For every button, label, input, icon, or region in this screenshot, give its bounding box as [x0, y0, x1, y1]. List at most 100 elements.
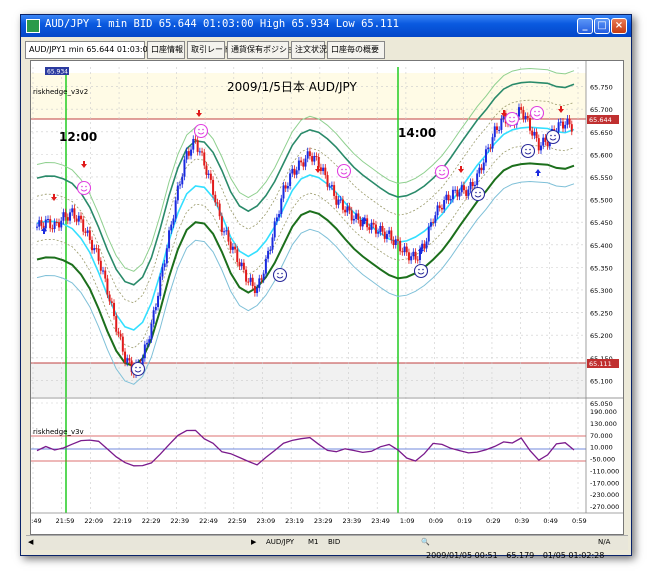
time-tick-label: 23:49 [371, 517, 390, 525]
candle-body [258, 278, 261, 289]
candle-body [429, 222, 432, 227]
tab-account-info[interactable]: 口座情報 [147, 41, 185, 59]
price-tick-label: 65.100 [590, 377, 613, 385]
candle-body [249, 277, 252, 282]
candle-body [183, 159, 186, 177]
candle-body [300, 160, 303, 163]
band-line [36, 180, 575, 385]
candle-body [53, 222, 56, 229]
signal-marks [41, 105, 564, 377]
price-chart[interactable]: 65.750 65.700 65.650 65.600 65.550 65.500 65.4… [27, 61, 623, 534]
candle-body [370, 222, 373, 230]
candle-body [205, 165, 208, 175]
candle-body [372, 222, 375, 225]
arrow-up-icon [535, 169, 541, 176]
candle-body [440, 207, 443, 210]
time-tick-label: 1:49 [31, 517, 42, 525]
maximize-button[interactable]: □ [594, 18, 610, 34]
bid-price-tag: 65.644 [589, 116, 612, 124]
candle-body [49, 218, 52, 229]
chart-heading: 2009/1/5日本 AUD/JPY [227, 80, 357, 94]
price-tick-label: 65.500 [590, 197, 613, 205]
tab-account-summary[interactable]: 口座毎の概要 [327, 41, 385, 59]
candle-body [75, 218, 78, 222]
candle-body [60, 220, 63, 228]
candle-body [328, 186, 331, 188]
candle-body [86, 230, 89, 233]
candle-body [418, 249, 421, 261]
candle-body [88, 230, 91, 241]
candle-body [223, 231, 226, 233]
smiley-icon [434, 164, 450, 180]
candle-body [253, 285, 256, 294]
session-label-1400: 14:00 [398, 126, 436, 140]
candle-body [269, 249, 272, 251]
candle-body [537, 138, 540, 151]
candle-body [113, 302, 116, 317]
arrow-down-icon [81, 161, 87, 168]
candle-body [546, 141, 549, 147]
tab-rates[interactable]: 取引レート [187, 41, 231, 59]
time-tick-label: 23:29 [314, 517, 333, 525]
candle-body [476, 173, 479, 185]
tab-orders[interactable]: 注文状況 [291, 41, 327, 59]
candle-body [110, 301, 113, 303]
minimize-button[interactable]: _ [577, 18, 593, 34]
time-tick-label: 0:49 [543, 517, 558, 525]
candle-body [324, 167, 327, 176]
chart-area[interactable]: 65.750 65.700 65.650 65.600 65.550 65.500 65.4… [27, 60, 624, 535]
candle-body [405, 246, 408, 253]
candle-body [95, 248, 98, 250]
candle-body [141, 358, 144, 367]
candle-body [326, 175, 329, 187]
arrow-down-icon [501, 110, 507, 117]
candle-body [454, 189, 457, 191]
candle-body [159, 276, 162, 296]
status-price: 65.179 [506, 551, 535, 560]
timeframe-select[interactable]: M1 [308, 538, 319, 546]
candle-body [374, 224, 377, 234]
candle-body [385, 233, 388, 239]
smiley-icon [76, 180, 92, 196]
candle-body [242, 262, 245, 270]
zoom-icon[interactable]: 🔍 [421, 538, 430, 546]
candle-body [542, 137, 545, 146]
candle-body [128, 358, 131, 361]
candle-body [392, 240, 395, 245]
symbol-select[interactable]: AUD/JPY [266, 538, 295, 546]
scroll-left-button[interactable]: ◀ [28, 538, 34, 546]
na-select[interactable]: N/A [598, 538, 611, 546]
candle-body [456, 189, 459, 197]
time-tick-label: 21:59 [56, 517, 75, 525]
candle-body [143, 344, 146, 359]
tab-chart[interactable]: AUD/JPY1 min 65.644 01:03:00 [25, 41, 153, 59]
candle-body [520, 107, 523, 110]
candle-body [165, 248, 168, 264]
scroll-right-button[interactable]: ▶ [251, 538, 257, 546]
candle-body [190, 149, 193, 156]
price-axis: 65.750 65.700 65.650 65.600 65.550 65.500 65.4… [590, 84, 613, 408]
candle-body [256, 288, 259, 294]
tab-positions[interactable]: 通貨保有ポジション [227, 41, 303, 59]
candle-body [451, 189, 454, 200]
candle-body [500, 118, 503, 130]
price-tick-label: 65.300 [590, 287, 613, 295]
smiley-icon [529, 105, 545, 121]
side-select[interactable]: BID [328, 538, 341, 546]
candle-body [207, 173, 210, 175]
candle-body [445, 194, 448, 201]
candle-body [471, 181, 474, 187]
candle-body [423, 243, 426, 249]
price-tick-label: 65.450 [590, 219, 613, 227]
candle-body [308, 151, 311, 157]
candle-body [218, 203, 221, 217]
candle-body [260, 278, 263, 280]
candle-body [535, 131, 538, 139]
candle-body [293, 168, 296, 175]
candle-body [73, 208, 76, 219]
arrow-up-icon [418, 247, 424, 254]
candle-body [414, 251, 417, 260]
title-bar[interactable]: AUD/JPY 1 min BID 65.644 01:03:00 High 6… [21, 15, 631, 37]
close-button[interactable]: × [611, 18, 627, 34]
smiley-icon [545, 129, 561, 145]
